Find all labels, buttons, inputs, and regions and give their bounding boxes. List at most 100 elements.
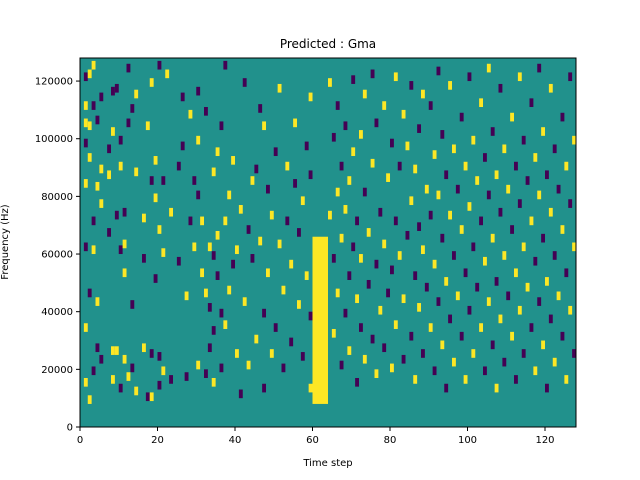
heatmap-cell xyxy=(304,141,309,151)
heatmap-cell xyxy=(99,354,104,364)
x-tick-label: 60 xyxy=(306,435,319,446)
heatmap-cell xyxy=(424,184,429,194)
heatmap-cell xyxy=(184,291,189,301)
heatmap-cell xyxy=(204,107,208,116)
heatmap-cell xyxy=(421,349,425,358)
heatmap-cell xyxy=(560,331,565,341)
heatmap-cell xyxy=(188,109,193,119)
heatmap-cell xyxy=(196,360,201,370)
heatmap-cell xyxy=(529,216,534,226)
heatmap-cell xyxy=(134,89,139,99)
heatmap-cell xyxy=(463,161,468,171)
heatmap-cell xyxy=(475,282,480,292)
heatmap-cell xyxy=(293,118,298,128)
heatmap-cell xyxy=(122,239,127,249)
heatmap-cell xyxy=(448,314,453,324)
heatmap-cell xyxy=(537,63,542,73)
heatmap-cell xyxy=(227,285,232,295)
y-tick-label: 20000 xyxy=(41,365,73,376)
heatmap-cell xyxy=(401,109,406,119)
heatmap-cell xyxy=(397,251,402,260)
heatmap-cell xyxy=(471,135,476,145)
heatmap-cell xyxy=(359,254,363,263)
heatmap-cell xyxy=(339,161,344,171)
heatmap-cell xyxy=(362,187,367,197)
heatmap-cell xyxy=(200,268,205,278)
heatmap-cell xyxy=(277,239,282,249)
heatmap-cell xyxy=(134,386,139,396)
heatmap-cell xyxy=(331,254,336,263)
x-tick-label: 0 xyxy=(77,435,83,446)
y-axis-label: Frequency (Hz) xyxy=(0,204,11,280)
heatmap-cell xyxy=(130,104,135,113)
heatmap-cell xyxy=(83,323,88,332)
heatmap-cell xyxy=(83,118,88,128)
heatmap-cell xyxy=(118,383,123,393)
heatmap-cell xyxy=(374,118,379,128)
heatmap-cell xyxy=(560,225,565,234)
heatmap-cell xyxy=(471,242,476,252)
heatmap-cell xyxy=(331,132,336,142)
heatmap-cell xyxy=(238,389,243,399)
heatmap-cell xyxy=(83,138,88,148)
heatmap-cell xyxy=(370,158,375,168)
heatmap-cell xyxy=(541,340,546,350)
heatmap-cell xyxy=(490,233,495,243)
heatmap-cell xyxy=(393,320,398,329)
heatmap-cell xyxy=(122,207,127,217)
heatmap-cell xyxy=(107,144,112,154)
heatmap-cell xyxy=(242,297,247,306)
heatmap-cell xyxy=(262,308,267,318)
heatmap-cell xyxy=(262,383,267,393)
heatmap-cell xyxy=(362,354,367,364)
heatmap-cell xyxy=(83,377,88,387)
heatmap-cell xyxy=(285,216,290,226)
heatmap-cell xyxy=(545,170,549,180)
heatmap-cell xyxy=(87,121,92,131)
heatmap-cell xyxy=(211,167,216,177)
heatmap-cell xyxy=(374,259,379,269)
heatmap-cell xyxy=(192,176,197,185)
x-tick-label: 20 xyxy=(151,435,164,446)
heatmap-cell xyxy=(498,83,503,93)
heatmap-cell xyxy=(498,314,503,324)
heatmap-cell xyxy=(517,199,522,208)
heatmap-cell xyxy=(405,141,410,151)
heatmap-cell xyxy=(246,225,251,234)
heatmap-cell xyxy=(529,323,534,332)
heatmap-cell xyxy=(486,190,491,200)
heatmap-cell xyxy=(517,72,522,82)
heatmap-cell xyxy=(409,81,414,90)
dominant-band xyxy=(312,236,328,404)
heatmap-cell xyxy=(351,147,356,157)
heatmap-cell xyxy=(304,271,309,280)
heatmap-cell xyxy=(541,233,546,243)
x-tick-label: 120 xyxy=(535,435,554,446)
heatmap-cell xyxy=(308,92,313,102)
heatmap-cell xyxy=(107,228,112,237)
heatmap-cell xyxy=(289,259,294,269)
heatmap-cell xyxy=(440,340,445,350)
heatmap-cell xyxy=(572,349,577,358)
heatmap-cell xyxy=(444,277,449,286)
heatmap-cell xyxy=(114,83,119,93)
heatmap-cell xyxy=(564,161,569,171)
heatmap-cell xyxy=(118,245,123,255)
heatmap-cell xyxy=(145,392,150,402)
y-tick-label: 40000 xyxy=(41,307,73,318)
heatmap-cell xyxy=(250,176,255,185)
heatmap-cell xyxy=(386,288,391,298)
heatmap-cell xyxy=(556,184,561,194)
heatmap-cell xyxy=(467,305,472,315)
heatmap-cell xyxy=(452,144,456,154)
heatmap-cell xyxy=(552,357,557,367)
heatmap-cell xyxy=(126,63,131,73)
heatmap-cell xyxy=(428,323,433,332)
heatmap-cell xyxy=(483,153,487,162)
heatmap-cell xyxy=(153,274,158,283)
heatmap-cell xyxy=(215,147,220,157)
heatmap-cell xyxy=(219,121,224,131)
heatmap-cell xyxy=(545,383,549,393)
heatmap-cell xyxy=(91,245,96,255)
heatmap-cell xyxy=(490,127,495,136)
